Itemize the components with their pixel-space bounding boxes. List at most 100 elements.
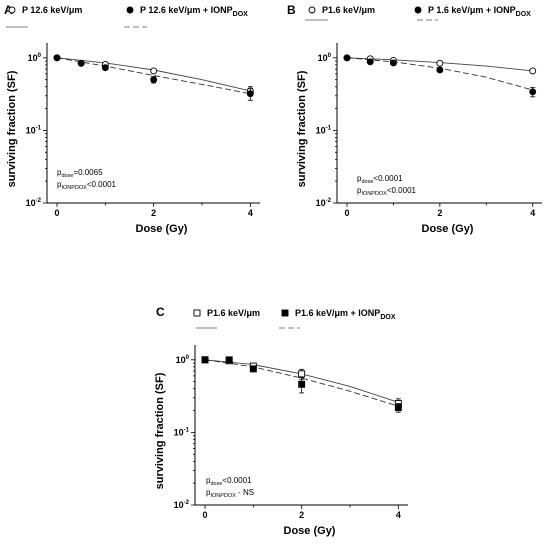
y-tick-label: 10-1 [174,427,190,437]
y-tick-base: 10 [26,125,36,135]
data-point-filled-circle [389,59,397,67]
legend-label-subscript: DOX [233,11,249,18]
y-tick-label: 100 [176,355,190,365]
data-point-filled-square [201,356,209,364]
y-tick-base: 10 [316,125,326,135]
x-tick-label: 2 [437,208,442,218]
y-tick-exponent: -1 [184,427,190,433]
panel-b: B P1.6 keV/μm P 1.6 keV/μm + IONPDOX10010-… [287,3,542,235]
x-tick-label: 4 [248,208,253,218]
y-tick-label: 10-1 [26,125,42,135]
y-axis-title: surviving fraction (SF) [6,70,18,187]
legend-label-main: P 1.6 keV/μm + IONP [428,5,516,15]
legend-label-subscript: DOX [516,11,532,18]
data-point-open-circle [529,67,537,75]
y-axis-title: surviving fraction (SF) [296,70,308,187]
p-value-subscript: dose [210,481,222,487]
p-value-subscript: IONPDOX [361,191,387,197]
data-point-filled-circle [77,59,85,67]
legend-label: P 12.6 keV/μm + IONPDOX [140,5,248,18]
p-value-text: pIONPDOX<0.0001 [357,186,417,197]
data-point-filled-square [298,380,306,388]
data-point-open-square [298,370,306,378]
data-point-filled-circle [436,66,444,74]
y-tick-label: 10-2 [26,198,42,208]
data-point-filled-circle [150,76,158,84]
p-value-text: pdose=0.0065 [57,168,103,179]
p-value-symbol: p [357,174,362,183]
legend-marker-filled-square [281,309,289,317]
y-tick-label: 100 [318,53,332,63]
data-point-open-circle [150,67,158,75]
x-tick-label: 0 [202,510,207,520]
p-value-symbol: p [206,476,211,485]
y-tick-exponent: -2 [36,198,42,204]
data-point-filled-circle [529,88,537,96]
legend-marker-open-square [193,309,201,317]
legend-marker-filled-circle [126,6,134,14]
y-tick-base: 10 [316,198,326,208]
y-tick-exponent: -1 [36,125,42,131]
panel-letter: B [287,3,296,17]
y-tick-label: 10-2 [316,198,332,208]
legend-label: P 1.6 keV/μm + IONPDOX [428,5,531,18]
y-tick-base: 10 [174,500,184,510]
p-value-result: <0.0001 [373,174,403,183]
p-value-result: =0.0065 [73,168,103,177]
legend-label: P 12.6 keV/μm [22,5,82,15]
data-point-filled-circle [343,54,351,62]
data-point-filled-circle [246,90,254,98]
x-tick-label: 2 [151,208,156,218]
data-point-filled-circle [53,54,61,62]
panel-c: C P1.6 keV/μm P1.6 keV/μm + IONPDOX10010-1… [154,305,408,537]
legend-label-subscript: DOX [380,314,396,321]
p-value-text: pdose<0.0001 [206,476,252,487]
x-axis-title: Dose (Gy) [284,525,336,537]
legend-label-main: P1.6 keV/μm + IONP [295,308,380,318]
data-point-filled-square [249,365,257,373]
y-tick-exponent: -2 [184,500,190,506]
y-tick-exponent: -1 [326,125,332,131]
data-point-filled-circle [366,58,374,66]
legend-label-main: P 12.6 keV/μm [22,5,82,15]
y-tick-base: 10 [176,355,186,365]
y-axis-title: surviving fraction (SF) [154,372,166,489]
y-tick-base: 10 [174,427,184,437]
p-value-symbol: p [357,186,362,195]
y-tick-label: 10-1 [316,125,332,135]
x-axis-title: Dose (Gy) [422,223,474,235]
p-value-symbol: p [206,488,211,497]
p-value-symbol: p [57,180,62,189]
fit-curve [204,359,399,407]
p-value-symbol: p [57,168,62,177]
panel-letter: A [4,3,13,17]
p-value-result: <0.0001 [87,180,117,189]
y-tick-label: 100 [28,53,42,63]
p-value-text: pIONPDOX - NS [206,488,254,499]
p-value-text: pdose<0.0001 [357,174,403,185]
y-tick-exponent: 0 [186,355,190,361]
x-tick-label: 2 [299,510,304,520]
y-tick-label: 10-2 [174,500,190,510]
legend-marker-open-circle [308,6,316,14]
x-tick-label: 4 [530,208,535,218]
p-value-text: pIONPDOX<0.0001 [57,180,117,191]
p-value-subscript: dose [61,173,73,179]
y-tick-exponent: 0 [38,53,42,59]
data-point-filled-square [394,404,402,412]
legend-label-main: P 12.6 keV/μm + IONP [140,5,233,15]
legend-label-main: P1.6 keV/μm [207,308,260,318]
legend-marker-open-circle [8,6,16,14]
p-value-subscript: dose [361,179,373,185]
data-point-open-circle [436,59,444,67]
x-tick-label: 0 [54,208,59,218]
legend-label: P1.6 keV/μm [322,5,375,15]
y-tick-base: 10 [28,53,38,63]
data-point-filled-circle [101,64,109,72]
y-tick-exponent: 0 [328,53,332,59]
p-value-result: <0.0001 [222,476,252,485]
legend-label: P1.6 keV/μm [207,308,260,318]
p-value-subscript: IONPDOX [210,493,236,499]
